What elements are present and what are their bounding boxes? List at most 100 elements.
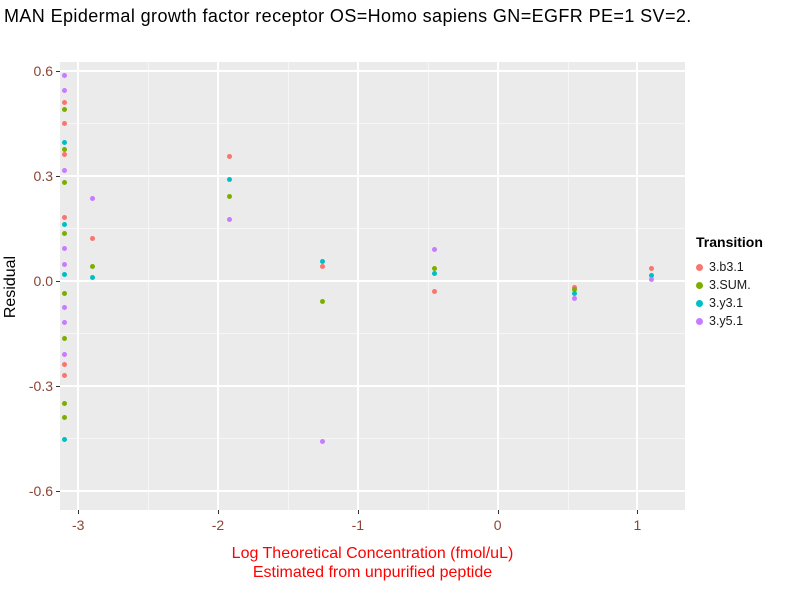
data-point: [320, 259, 326, 264]
data-point: [61, 320, 67, 326]
minor-gridline: [60, 228, 685, 230]
minor-gridline: [148, 62, 150, 510]
data-point: [61, 414, 67, 420]
data-point: [320, 439, 326, 445]
data-point: [61, 152, 67, 158]
data-point: [61, 222, 67, 228]
data-point: [61, 147, 67, 152]
legend-key-dot: [696, 263, 703, 271]
legend-item: 3.y5.1: [696, 312, 796, 330]
legend-item-label: 3.y5.1: [709, 314, 744, 328]
x-tick-label: -1: [351, 517, 365, 533]
legend-item-label: 3.b3.1: [709, 260, 744, 274]
data-point: [89, 196, 95, 201]
x-tick-label: 1: [633, 517, 642, 533]
y-tick-label: 0.0: [33, 272, 53, 289]
data-point: [572, 287, 578, 292]
major-gridline: [636, 62, 639, 510]
major-gridline: [496, 62, 499, 510]
y-tick-label: 0.3: [33, 167, 53, 184]
data-point: [89, 274, 95, 280]
data-point: [89, 264, 95, 270]
minor-gridline: [287, 62, 289, 510]
data-point: [432, 266, 438, 271]
minor-gridline: [60, 123, 685, 125]
legend-key-dot: [696, 281, 703, 289]
legend: Transition 3.b3.1 3.SUM. 3.y3.1 3.y5.1: [696, 234, 796, 330]
data-point: [61, 352, 67, 358]
data-point: [61, 262, 67, 268]
plot-panel: [60, 62, 685, 510]
data-point: [61, 400, 67, 406]
minor-gridline: [567, 62, 569, 510]
major-gridline: [60, 174, 685, 177]
y-tick-label: -0.6: [28, 482, 53, 499]
x-axis-title-line2: Estimated from unpurified peptide: [252, 564, 493, 581]
y-tick-mark: [56, 175, 60, 177]
minor-gridline: [60, 333, 685, 335]
data-point: [61, 372, 67, 378]
data-point: [226, 176, 232, 182]
data-point: [648, 273, 654, 278]
data-point: [89, 236, 95, 242]
data-point: [61, 140, 67, 146]
legend-item-label: 3.SUM.: [709, 278, 751, 292]
data-point: [648, 276, 654, 282]
data-point: [61, 272, 67, 278]
legend-item-label: 3.y3.1: [709, 296, 744, 310]
major-gridline: [60, 69, 685, 72]
legend-key-dot: [696, 299, 703, 307]
y-tick-mark: [56, 490, 60, 492]
x-tick-mark: [357, 510, 359, 514]
data-point: [61, 120, 67, 126]
data-point: [61, 362, 67, 368]
y-tick-mark: [56, 385, 60, 387]
x-tick-mark: [78, 510, 80, 514]
x-axis-title-line1: Log Theoretical Concentration (fmol/uL): [231, 545, 514, 562]
data-point: [226, 154, 232, 159]
plot-title: MAN Epidermal growth factor receptor OS=…: [4, 6, 692, 26]
x-axis-title: Log Theoretical Concentration (fmol/uL) …: [60, 544, 685, 582]
data-point: [61, 290, 67, 296]
data-point: [61, 106, 67, 112]
data-point: [226, 194, 232, 200]
data-point: [61, 99, 67, 105]
major-gridline: [77, 62, 80, 510]
major-gridline: [356, 62, 359, 510]
legend-title: Transition: [696, 234, 763, 250]
y-tick-label: -0.3: [28, 377, 53, 394]
y-tick-mark: [56, 280, 60, 282]
legend-item: 3.y3.1: [696, 294, 796, 312]
data-point: [61, 336, 67, 341]
data-point: [572, 295, 578, 301]
major-gridline: [60, 279, 685, 282]
data-point: [61, 246, 67, 252]
data-point: [226, 217, 232, 222]
legend-item: 3.SUM.: [696, 276, 796, 294]
major-gridline: [216, 62, 219, 510]
data-point: [61, 73, 67, 79]
y-tick-mark: [56, 70, 60, 72]
legend-items: 3.b3.1 3.SUM. 3.y3.1 3.y5.1: [696, 258, 796, 330]
data-point: [61, 215, 67, 221]
data-point: [432, 288, 438, 294]
x-tick-label: 0: [493, 517, 502, 533]
data-point: [61, 88, 67, 94]
data-point: [432, 271, 438, 277]
x-tick-mark: [637, 510, 639, 514]
x-tick-mark: [217, 510, 219, 514]
major-gridline: [60, 489, 685, 492]
x-tick-mark: [497, 510, 499, 514]
legend-key-dot: [696, 317, 703, 325]
data-point: [648, 266, 654, 271]
data-point: [320, 264, 326, 270]
y-tick-label: 0.6: [33, 62, 53, 79]
data-point: [432, 246, 438, 252]
legend-item: 3.b3.1: [696, 258, 796, 276]
data-point: [61, 180, 67, 186]
data-point: [61, 437, 67, 443]
x-tick-label: -3: [71, 517, 85, 533]
data-point: [61, 231, 67, 236]
minor-gridline: [427, 62, 429, 510]
